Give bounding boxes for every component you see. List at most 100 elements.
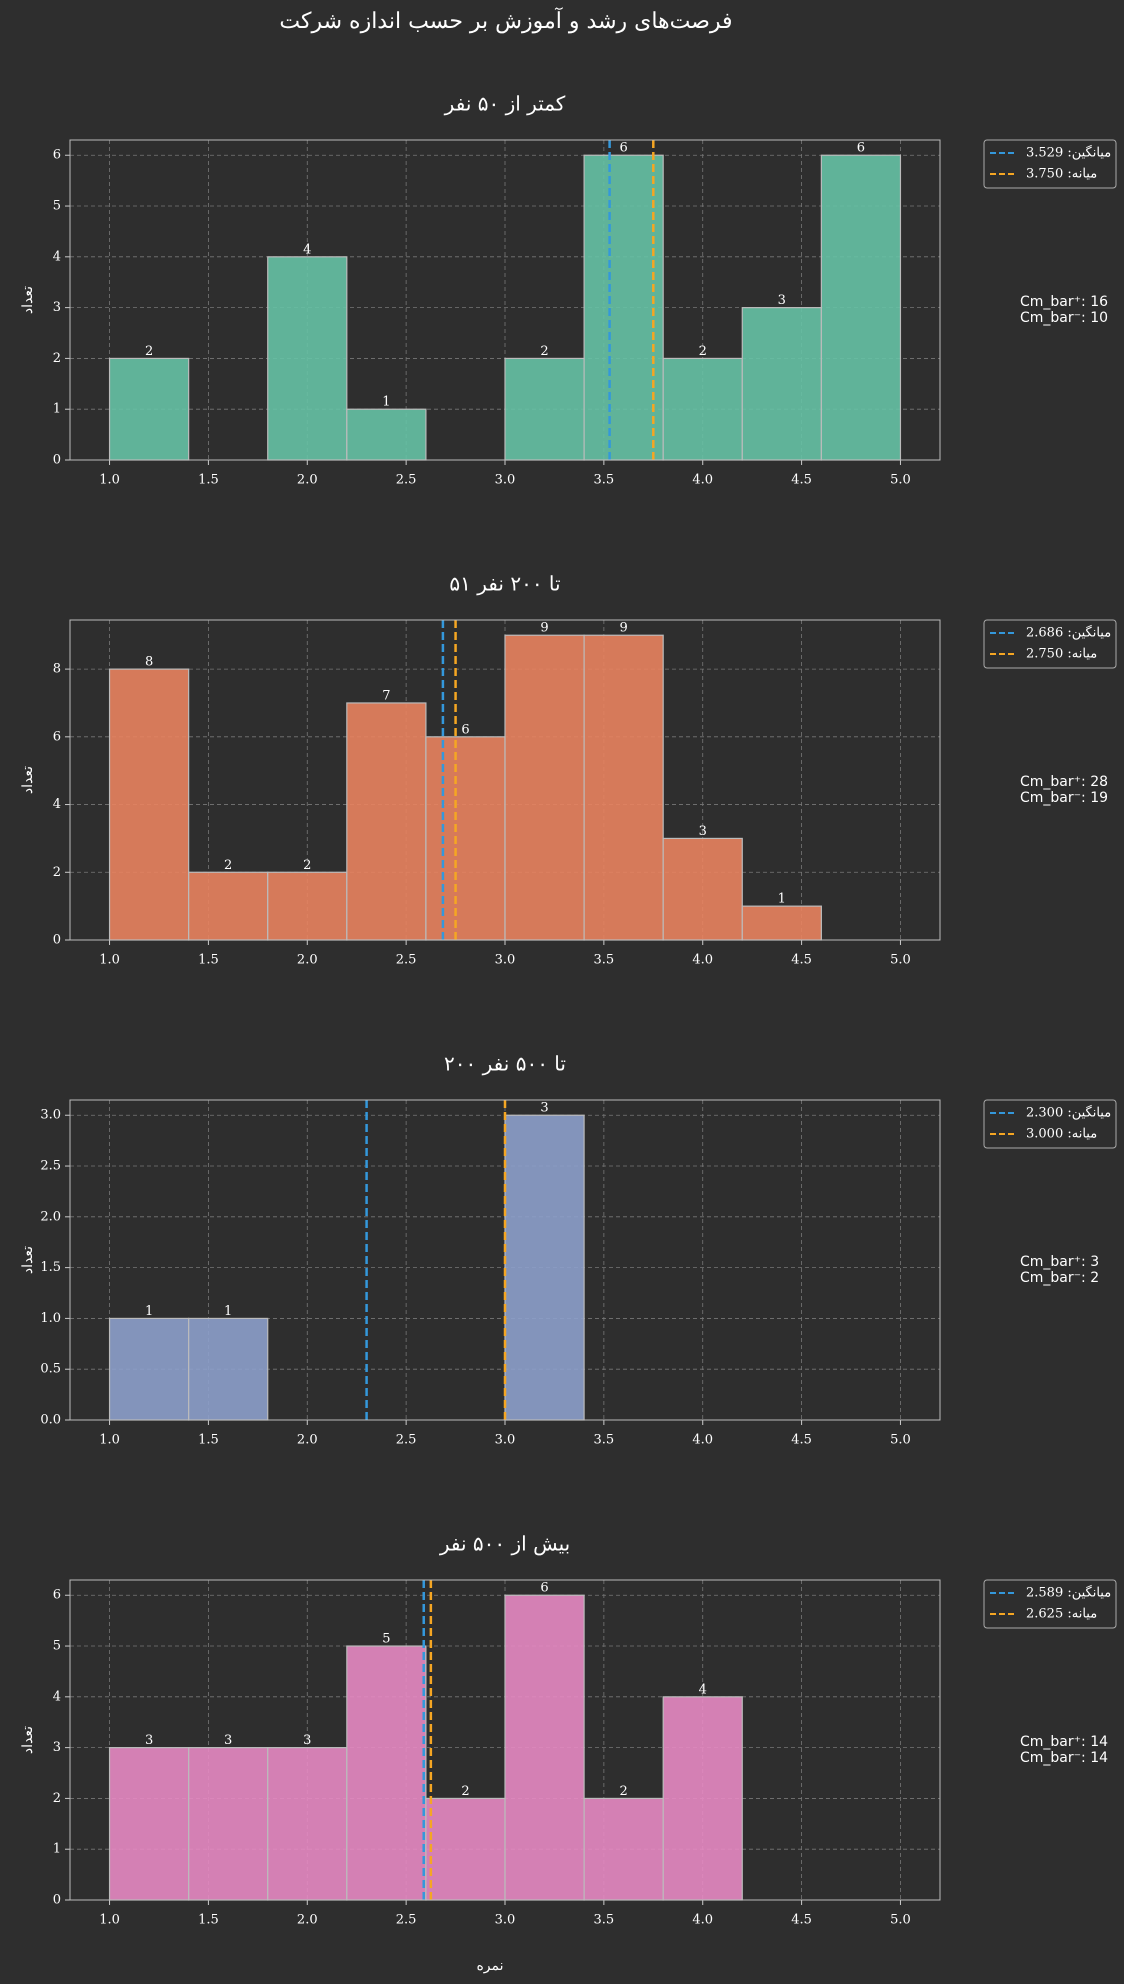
annotation: Cm_bar⁺: 28 [1020, 774, 1108, 790]
x-tick-label: 2.0 [297, 1433, 318, 1448]
bar-label: 6 [857, 141, 865, 156]
bar [504, 1594, 585, 1901]
bar-label: 2 [303, 858, 311, 873]
x-axis-label: نمره [476, 1958, 503, 1974]
bar-label: 9 [619, 621, 627, 636]
bar [504, 1114, 585, 1421]
legend-label: میانگین: 3.529 [1026, 145, 1111, 161]
bar [267, 871, 348, 941]
x-tick-label: 4.5 [791, 473, 812, 488]
bar [662, 357, 743, 461]
bar [741, 307, 822, 461]
legend-label: میانه: 2.625 [1026, 1607, 1097, 1622]
y-tick-label: 2 [53, 1791, 61, 1806]
legend-label: میانگین: 2.300 [1026, 1105, 1111, 1121]
y-axis-label: تعداد [20, 286, 36, 314]
bar-label: 9 [540, 621, 548, 636]
x-tick-label: 3.5 [594, 953, 615, 968]
y-tick-label: 4 [53, 797, 61, 812]
annotation: Cm_bar⁻: 2 [1020, 1270, 1099, 1286]
y-tick-label: 6 [53, 148, 61, 163]
legend-box [983, 1099, 1117, 1149]
legend-label: میانگین: 2.686 [1026, 625, 1111, 641]
y-tick-label: 6 [53, 729, 61, 744]
bar-label: 3 [699, 824, 707, 839]
y-tick-label: 2.5 [40, 1159, 61, 1174]
bar [583, 634, 664, 941]
bar [188, 1747, 269, 1901]
panel-title: ۲۰۰ تا ۵۰۰ نفر [444, 1052, 566, 1076]
bar [662, 1696, 743, 1901]
annotation: Cm_bar⁺: 16 [1020, 294, 1108, 310]
bar [108, 668, 190, 941]
bar-label: 2 [224, 858, 232, 873]
y-tick-label: 1 [53, 402, 61, 417]
x-tick-label: 1.5 [198, 473, 219, 488]
panel-title: کمتر از ۵۰ نفر [444, 92, 566, 116]
x-tick-label: 4.5 [791, 953, 812, 968]
bar [188, 1317, 269, 1421]
legend-label: میانه: 3.750 [1026, 167, 1097, 182]
bar-label: 5 [382, 1632, 390, 1647]
x-tick-label: 4.0 [692, 473, 713, 488]
x-tick-label: 3.0 [495, 953, 516, 968]
bar [504, 357, 585, 461]
panel-title: بیش از ۵۰۰ نفر [439, 1532, 570, 1556]
x-tick-label: 2.0 [297, 1913, 318, 1928]
bar-label: 2 [699, 344, 707, 359]
x-tick-label: 2.0 [297, 953, 318, 968]
x-tick-label: 1.0 [99, 1913, 120, 1928]
x-tick-label: 1.0 [99, 1433, 120, 1448]
annotation: Cm_bar⁺: 3 [1020, 1254, 1099, 1270]
x-tick-label: 5.0 [890, 1913, 911, 1928]
y-tick-label: 1.0 [40, 1311, 61, 1326]
bar-label: 2 [461, 1784, 469, 1799]
x-tick-label: 3.5 [594, 1433, 615, 1448]
bar-label: 1 [382, 395, 390, 410]
y-tick-label: 5 [53, 199, 61, 214]
y-tick-label: 3.0 [40, 1108, 61, 1123]
bar-label: 7 [382, 688, 390, 703]
annotation: Cm_bar⁺: 14 [1020, 1734, 1108, 1750]
x-tick-label: 4.0 [692, 953, 713, 968]
y-tick-label: 2 [53, 351, 61, 366]
bar [108, 1317, 190, 1421]
y-tick-label: 2 [53, 865, 61, 880]
x-tick-label: 4.5 [791, 1433, 812, 1448]
y-tick-label: 4 [53, 1689, 61, 1704]
y-tick-label: 1 [53, 1842, 61, 1857]
bar [188, 871, 269, 941]
x-tick-label: 1.5 [198, 1913, 219, 1928]
legend-box [983, 619, 1117, 669]
bar-label: 1 [778, 892, 786, 907]
x-tick-label: 2.5 [396, 1433, 417, 1448]
legend-label: میانه: 3.000 [1026, 1127, 1097, 1142]
y-tick-label: 5 [53, 1639, 61, 1654]
y-tick-label: 3 [53, 1740, 61, 1755]
bar-label: 4 [699, 1682, 707, 1697]
y-tick-label: 3 [53, 300, 61, 315]
x-tick-label: 1.0 [99, 953, 120, 968]
x-tick-label: 2.5 [396, 953, 417, 968]
legend-label: میانه: 2.750 [1026, 647, 1097, 662]
x-tick-label: 2.5 [396, 1913, 417, 1928]
x-tick-label: 1.5 [198, 953, 219, 968]
bar [346, 702, 427, 941]
bar-label: 4 [303, 242, 311, 257]
axes-frame [69, 139, 941, 461]
legend-box [983, 139, 1117, 189]
y-axis-label: تعداد [20, 1726, 36, 1754]
x-tick-label: 4.0 [692, 1433, 713, 1448]
x-tick-label: 5.0 [890, 953, 911, 968]
y-tick-label: 1.5 [40, 1260, 61, 1275]
x-tick-label: 5.0 [890, 473, 911, 488]
y-axis-label: تعداد [20, 1246, 36, 1274]
axes-frame [69, 1579, 941, 1901]
annotation: Cm_bar⁻: 10 [1020, 310, 1108, 326]
bar-label: 6 [461, 722, 469, 737]
bar [267, 256, 348, 461]
y-tick-label: 0 [53, 933, 61, 948]
bar [820, 154, 902, 461]
bar [267, 1747, 348, 1901]
